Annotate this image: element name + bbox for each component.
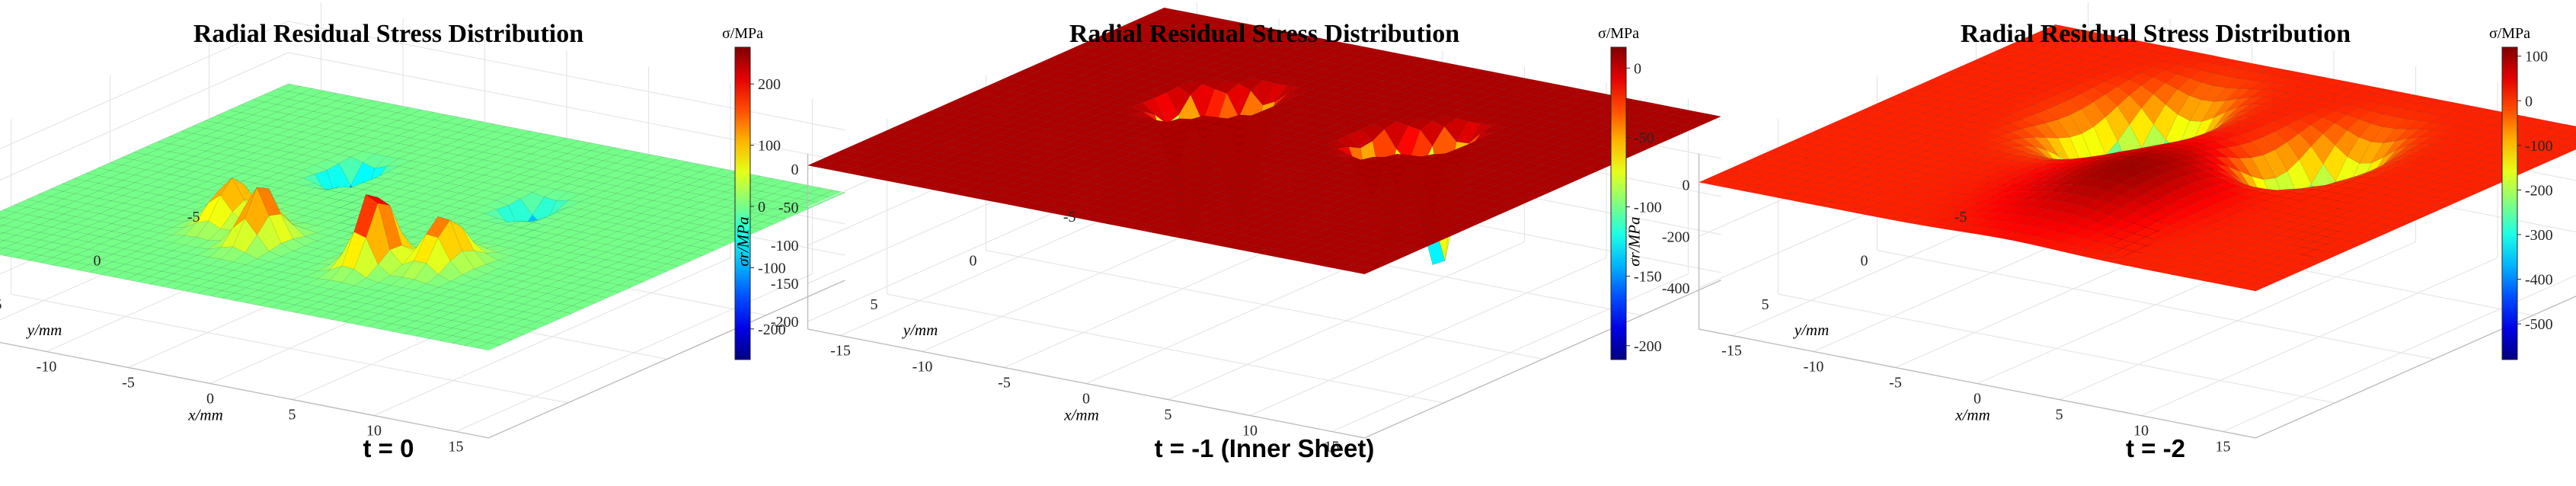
x-axis-label: x/mm bbox=[1954, 406, 1990, 424]
chart-title: Radial Residual Stress Distribution bbox=[193, 20, 583, 48]
colorbar-tick-label: -100 bbox=[2525, 138, 2553, 155]
x-tick-label: 10 bbox=[1242, 423, 1258, 440]
colorbar-tick-label: -50 bbox=[1634, 129, 1654, 146]
x-tick-label: 0 bbox=[1082, 391, 1090, 408]
x-tick-label: 10 bbox=[2133, 423, 2149, 440]
y-tick-label: -5 bbox=[1063, 209, 1076, 225]
y-axis-label: y/mm bbox=[902, 321, 938, 339]
x-tick-label: -10 bbox=[37, 359, 57, 376]
x-tick-label: 15 bbox=[1325, 439, 1340, 456]
colorbar-tick-label: -200 bbox=[1634, 338, 1662, 355]
colorbar-label: σ/MPa bbox=[722, 25, 763, 42]
surface-mesh bbox=[0, 83, 846, 351]
colorbar-label: σ/MPa bbox=[2489, 25, 2530, 42]
z-tick-label: -100 bbox=[771, 238, 799, 254]
surface-mesh bbox=[1698, 24, 2576, 292]
colorbar-label: σ/MPa bbox=[1598, 25, 1639, 42]
panel-caption: t = -2 bbox=[2126, 434, 2185, 462]
y-axis-label: y/mm bbox=[1793, 321, 1830, 339]
chart-panel-2: 0-50-100-150-20050-5-15-10-5051015σr/MPa… bbox=[734, 2, 1722, 462]
chart-title: Radial Residual Stress Distribution bbox=[1069, 20, 1459, 48]
y-tick-label: 0 bbox=[970, 253, 977, 270]
colorbar-tick-label: -200 bbox=[758, 321, 786, 338]
colorbar-tick-label: 100 bbox=[2525, 49, 2548, 66]
chart-panel-1: -200-100010020050-5-15-10-5051015σr/MPay… bbox=[0, 2, 846, 462]
colorbar-tick-label: -500 bbox=[2525, 316, 2553, 333]
y-tick-label: 5 bbox=[871, 296, 878, 313]
colorbar-tick-label: -100 bbox=[1634, 200, 1662, 216]
colorbar-tick-label: -300 bbox=[2525, 227, 2553, 244]
z-tick-label: 0 bbox=[1683, 177, 1690, 194]
x-tick-label: 15 bbox=[449, 439, 464, 456]
chart-title: Radial Residual Stress Distribution bbox=[1961, 20, 2351, 48]
colorbar: σ/MPa 200 100 0 -100 -200 bbox=[722, 25, 786, 360]
x-tick-label: -10 bbox=[912, 359, 933, 376]
colorbar-tick-label: -400 bbox=[2525, 272, 2553, 289]
x-tick-label: -5 bbox=[122, 375, 135, 392]
x-tick-label: 0 bbox=[1974, 391, 1981, 408]
y-tick-label: 5 bbox=[0, 296, 2, 313]
x-tick-label: -5 bbox=[1889, 375, 1902, 392]
x-tick-label: 5 bbox=[2056, 407, 2063, 424]
x-tick-label: 15 bbox=[2216, 439, 2231, 456]
colorbar-tick-label: -200 bbox=[2525, 182, 2553, 199]
panel-caption: t = 0 bbox=[363, 434, 414, 462]
x-tick-label: 5 bbox=[289, 407, 296, 424]
colorbar-tick-label: -150 bbox=[1634, 269, 1662, 286]
z-axis-label: σr/MPa bbox=[734, 217, 753, 267]
y-tick-label: 5 bbox=[1762, 296, 1769, 313]
z-tick-label: -400 bbox=[1662, 280, 1690, 297]
y-tick-label: 0 bbox=[1861, 253, 1868, 270]
x-tick-label: 5 bbox=[1165, 407, 1172, 424]
z-axis-label: σr/MPa bbox=[1625, 217, 1644, 267]
y-axis-label: y/mm bbox=[26, 321, 62, 339]
z-tick-label: -200 bbox=[771, 314, 799, 331]
z-tick-label: -50 bbox=[778, 200, 799, 216]
y-tick-label: -5 bbox=[1954, 209, 1967, 225]
z-tick-label: -200 bbox=[1662, 229, 1690, 245]
y-tick-label: -5 bbox=[187, 209, 200, 225]
colorbar-tick-label: 0 bbox=[2525, 93, 2533, 110]
colorbar-tick-label: 0 bbox=[758, 199, 765, 216]
x-tick-label: 10 bbox=[366, 423, 382, 440]
x-tick-label: -15 bbox=[830, 343, 851, 360]
chart-panel-3: 0-200-40050-5-15-10-5051015σr/MPay/mmx/m… bbox=[1625, 2, 2576, 462]
colorbar-tick-label: 100 bbox=[758, 138, 781, 155]
colorbar: σ/MPa 100 0 -100 -200 -300 -400 -500 bbox=[2489, 25, 2553, 360]
x-tick-label: -5 bbox=[998, 375, 1011, 392]
colorbar-tick-label: -100 bbox=[758, 260, 786, 277]
y-tick-label: 0 bbox=[94, 253, 101, 270]
z-tick-label: -150 bbox=[771, 276, 799, 293]
colorbar-tick-label: 0 bbox=[1634, 60, 1641, 77]
x-axis-label: x/mm bbox=[1063, 406, 1099, 424]
x-tick-label: -10 bbox=[1804, 359, 1824, 376]
colorbar: σ/MPa 0 -50 -100 -150 -200 bbox=[1598, 25, 1662, 360]
surface-mesh bbox=[807, 7, 1722, 275]
panel-caption: t = -1 (Inner Sheet) bbox=[1155, 434, 1375, 462]
x-tick-label: -15 bbox=[1721, 343, 1742, 360]
z-tick-label: 0 bbox=[791, 161, 799, 178]
colorbar-tick-label: 200 bbox=[758, 76, 781, 93]
x-axis-label: x/mm bbox=[187, 406, 223, 424]
x-tick-label: 0 bbox=[206, 391, 214, 408]
